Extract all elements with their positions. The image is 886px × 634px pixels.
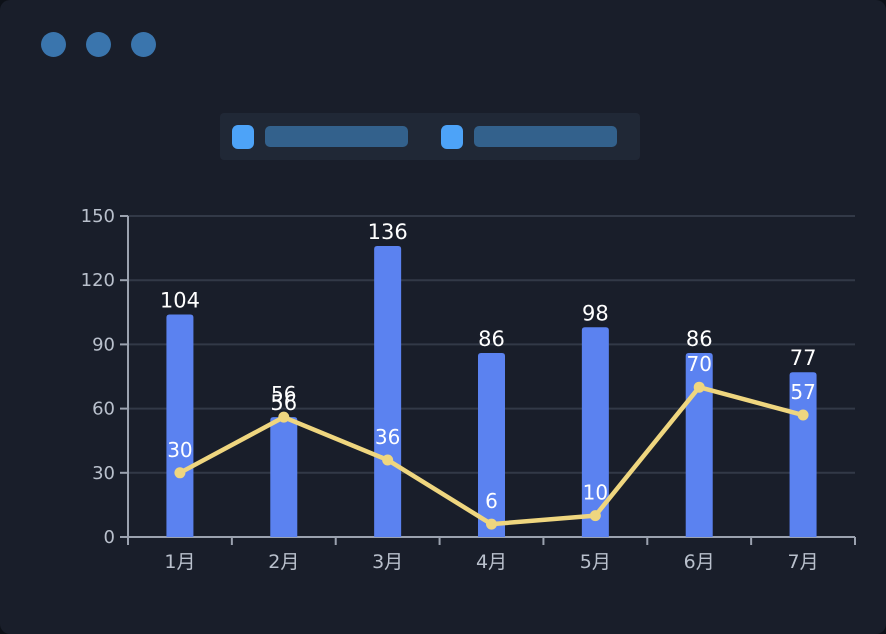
bar-3月[interactable] (374, 245, 402, 537)
bar-4月[interactable] (478, 352, 505, 537)
legend-item-bar-series[interactable] (232, 124, 408, 149)
bar-value-label: 77 (790, 346, 817, 370)
y-axis-tick-label: 150 (81, 206, 115, 227)
line-point-2月[interactable] (278, 411, 290, 423)
line-point-5月[interactable] (589, 510, 601, 522)
x-axis-label: 5月 (580, 551, 611, 573)
line-point-3月[interactable] (382, 454, 394, 466)
bar-series-label-placeholder (265, 126, 408, 147)
y-axis-tick-label: 60 (92, 399, 115, 420)
bar-6月[interactable] (685, 352, 713, 537)
bar-value-label: 56 (270, 391, 297, 415)
line-point-7月[interactable] (797, 409, 809, 421)
window-controls (41, 32, 156, 57)
bar-value-label: 98 (582, 301, 609, 325)
legend-item-line-series[interactable] (441, 124, 617, 149)
x-axis-label: 3月 (372, 551, 403, 573)
line-value-label: 36 (375, 425, 400, 449)
bar-value-label: 86 (686, 327, 713, 351)
window-control-dot[interactable] (131, 32, 156, 57)
line-value-label: 70 (686, 352, 711, 376)
bar-1月[interactable] (166, 314, 194, 537)
x-axis-label: 1月 (164, 551, 195, 573)
line-series-label-placeholder (474, 126, 617, 147)
line-point-6月[interactable] (693, 381, 705, 393)
bar-5月[interactable] (581, 327, 609, 537)
line-point-1月[interactable] (174, 467, 186, 479)
bar-value-label: 136 (368, 220, 408, 244)
line-series-swatch-icon (441, 124, 463, 149)
line-value-label: 10 (583, 481, 608, 505)
line-value-label: 56 (271, 382, 296, 406)
window-control-dot[interactable] (41, 32, 66, 57)
x-axis-label: 7月 (788, 551, 819, 573)
y-axis-tick-label: 0 (104, 527, 115, 548)
bar-series-swatch-icon (232, 124, 254, 149)
y-axis-tick-label: 30 (92, 463, 115, 484)
bar-2月[interactable] (270, 417, 298, 537)
line-value-label: 6 (485, 489, 498, 513)
y-axis-tick-label: 120 (81, 270, 115, 291)
line-value-label: 30 (167, 438, 192, 462)
chart-legend (220, 113, 640, 160)
y-axis-tick-label: 90 (92, 334, 115, 355)
line-value-label: 57 (790, 380, 815, 404)
bar-value-label: 104 (160, 288, 200, 312)
bar-value-label: 86 (478, 327, 505, 351)
x-axis-label: 6月 (684, 551, 715, 573)
x-axis-label: 4月 (476, 551, 507, 573)
x-axis-label: 2月 (268, 551, 299, 573)
window-control-dot[interactable] (86, 32, 111, 57)
line-point-4月[interactable] (486, 518, 497, 530)
